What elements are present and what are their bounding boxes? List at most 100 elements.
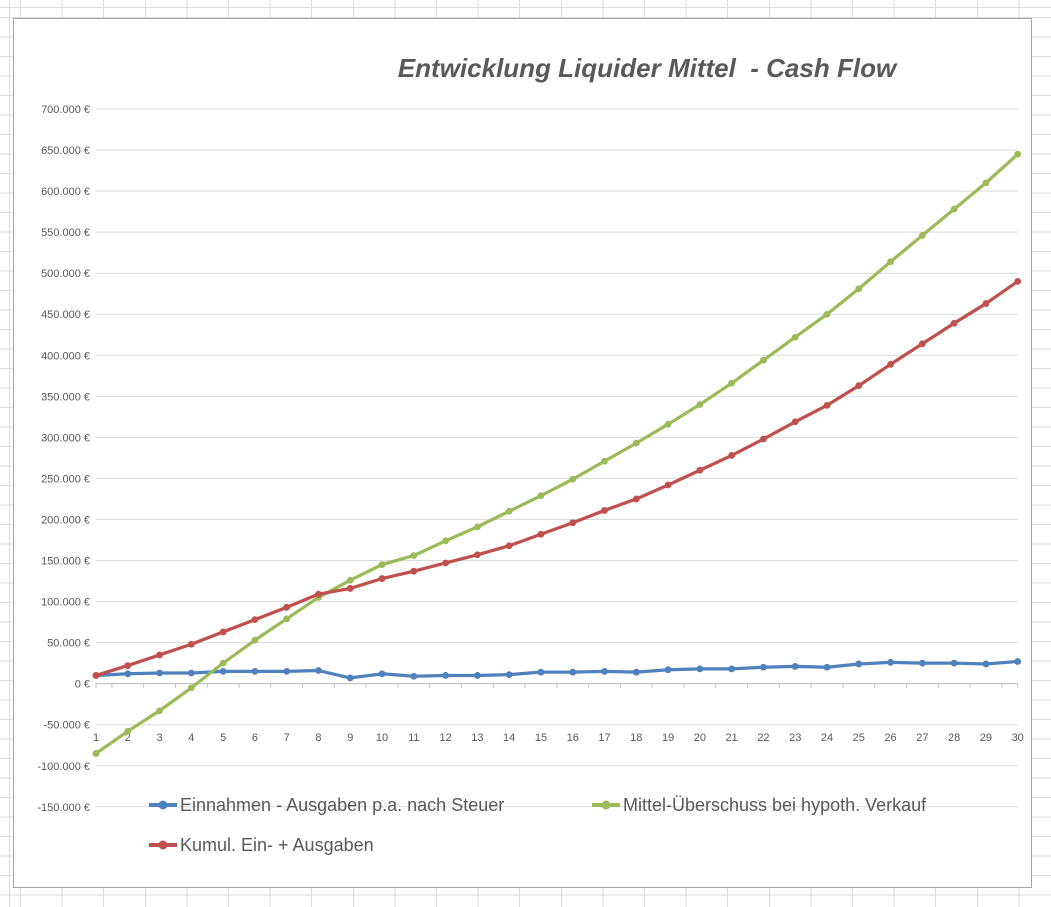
data-point-marker (315, 667, 322, 674)
legend-line-marker-icon (592, 800, 620, 810)
y-axis-tick-label: 450.000 € (41, 309, 90, 321)
x-axis-tick-label: 1 (93, 732, 99, 744)
data-point-marker (283, 615, 291, 623)
data-point-marker (632, 495, 640, 503)
data-point-marker (887, 258, 894, 266)
data-point-marker (855, 382, 863, 390)
data-point-marker (950, 319, 958, 327)
data-point-marker (442, 537, 450, 545)
data-point-marker (632, 668, 640, 676)
x-axis-tick-label: 17 (598, 732, 610, 744)
data-point-marker (251, 616, 259, 624)
data-point-marker (696, 466, 704, 474)
data-point-marker (473, 672, 481, 679)
data-point-marker (664, 666, 672, 674)
data-point-marker (696, 665, 704, 673)
data-point-marker (601, 507, 608, 514)
legend-item-einnahmen-ausgaben[interactable]: Einnahmen - Ausgaben p.a. nach Steuer (149, 793, 504, 817)
legend-label: Kumul. Ein- + Ausgaben (180, 834, 374, 855)
data-point-marker (823, 310, 831, 318)
x-axis-tick-label: 19 (662, 732, 674, 744)
data-point-marker (442, 672, 450, 679)
data-point-marker (1014, 658, 1022, 665)
x-axis-tick-label: 16 (567, 732, 579, 744)
y-axis-tick-label: 400.000 € (41, 350, 90, 362)
data-point-marker (982, 660, 990, 668)
data-point-marker (569, 475, 577, 483)
x-axis-tick-label: 24 (821, 732, 833, 744)
data-point-marker (124, 727, 132, 735)
data-point-marker (950, 659, 958, 667)
data-point-marker (124, 670, 132, 678)
data-point-marker (187, 669, 195, 677)
data-point-marker (346, 674, 354, 682)
legend-item-kumul-ein-ausgaben[interactable]: Kumul. Ein- + Ausgaben (149, 833, 374, 857)
x-axis-tick-label: 5 (220, 732, 226, 744)
data-point-marker (823, 663, 831, 671)
data-point-marker (219, 667, 227, 675)
data-point-marker (664, 420, 672, 428)
x-axis-tick-label: 11 (408, 732, 419, 744)
y-axis-tick-label: 0 € (75, 679, 90, 691)
data-point-marker (410, 672, 418, 680)
data-point-marker (410, 567, 418, 575)
data-point-marker (505, 671, 513, 679)
legend-label: Einnahmen - Ausgaben p.a. nach Steuer (180, 794, 505, 815)
x-axis-tick-label: 6 (252, 732, 258, 744)
y-axis-tick-label: 200.000 € (41, 514, 90, 526)
data-point-marker (378, 670, 386, 678)
data-point-marker (918, 659, 926, 667)
series-line (94, 152, 1020, 756)
data-point-marker (982, 300, 990, 307)
data-point-marker (1014, 277, 1022, 285)
x-axis-tick-label: 8 (315, 732, 321, 744)
data-point-marker (346, 576, 354, 584)
x-axis-tick-label: 10 (376, 732, 388, 744)
data-point-marker (823, 401, 831, 409)
y-axis-tick-label: 600.000 € (41, 186, 90, 198)
data-point-marker (219, 659, 227, 667)
data-point-marker (760, 356, 767, 364)
series-line (94, 659, 1020, 680)
y-axis-tick-label: -100.000 € (37, 761, 90, 773)
data-point-marker (601, 457, 608, 465)
data-point-marker (855, 660, 863, 668)
data-point-marker (410, 552, 418, 559)
data-point-marker (887, 360, 894, 368)
legend-line-marker-icon (149, 800, 177, 810)
x-axis-tick-label: 23 (789, 732, 801, 744)
data-point-marker (950, 205, 958, 213)
x-axis-tick-label: 7 (284, 732, 290, 744)
data-point-marker (156, 651, 163, 659)
data-point-marker (156, 707, 163, 715)
x-axis-tick-label: 22 (757, 732, 769, 744)
data-point-marker (664, 481, 672, 489)
x-axis-tick-label: 25 (853, 732, 865, 744)
legend-item-mittel-ueberschuss[interactable]: Mittel-Überschuss bei hypoth. Verkauf (592, 793, 926, 817)
series-line (94, 279, 1020, 678)
data-point-marker (537, 668, 545, 676)
data-point-marker (918, 232, 926, 239)
data-point-marker (1014, 150, 1022, 158)
data-point-marker (187, 684, 195, 692)
y-axis-tick-label: 550.000 € (41, 227, 90, 239)
x-axis-tick-label: 15 (535, 732, 547, 744)
y-axis-tick-label: 700.000 € (41, 104, 90, 116)
plot-svg: 700.000 €650.000 €600.000 €550.000 €500.… (37, 104, 1023, 814)
data-point-marker (791, 663, 799, 670)
data-point-marker (537, 530, 545, 538)
y-axis-tick-label: -150.000 € (37, 802, 90, 814)
data-point-marker (442, 559, 450, 567)
data-point-marker (92, 750, 100, 757)
x-axis-tick-label: 26 (884, 732, 896, 744)
data-point-marker (760, 435, 767, 443)
chart-area[interactable]: 700.000 €650.000 €600.000 €550.000 €500.… (13, 18, 1032, 888)
x-axis-tick-label: 27 (916, 732, 928, 744)
y-axis-tick-label: 350.000 € (41, 391, 90, 403)
x-axis-tick-label: 28 (948, 732, 960, 744)
data-point-marker (346, 585, 354, 592)
data-point-marker (855, 285, 863, 293)
chart-title[interactable]: Entwicklung Liquider Mittel - Cash Flow (397, 53, 897, 83)
data-point-marker (251, 636, 259, 644)
